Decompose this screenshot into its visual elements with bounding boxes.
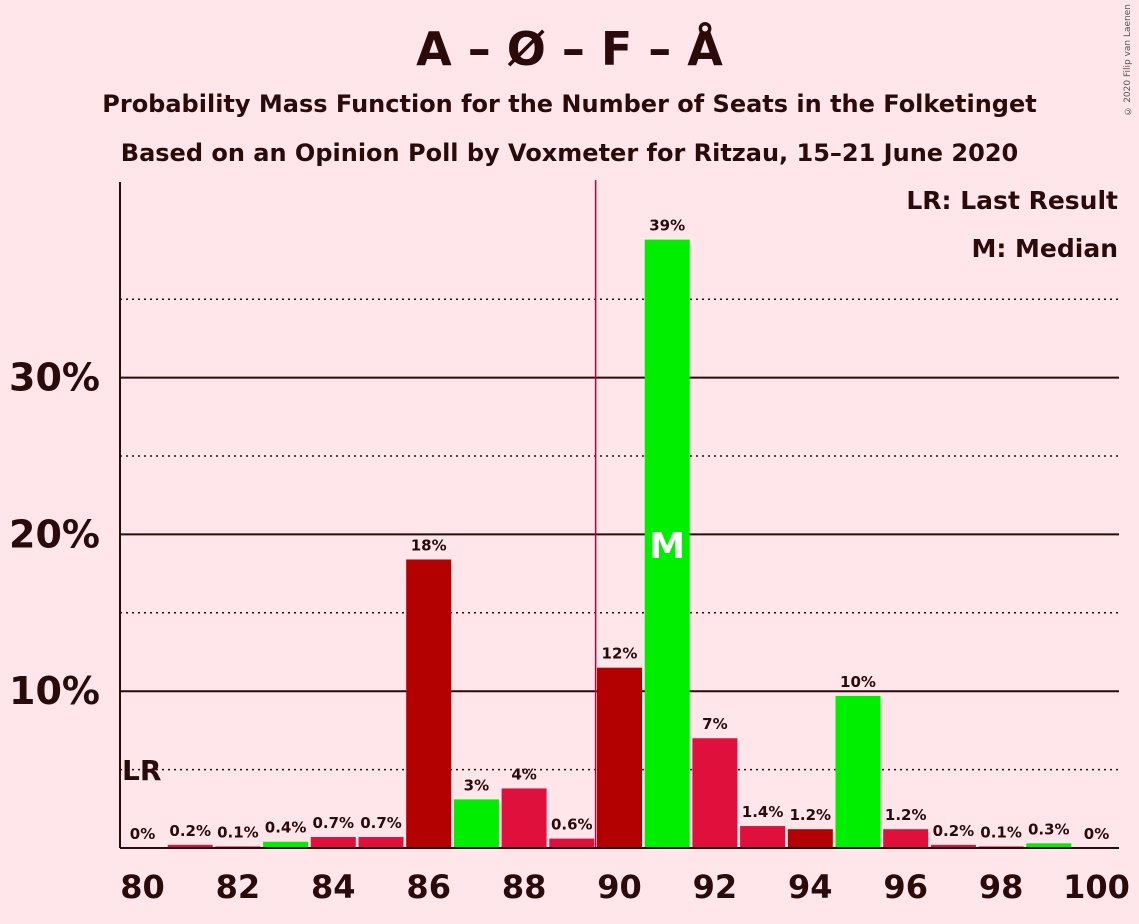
x-tick-82: 82 — [216, 868, 261, 906]
bar-label-seat-87: 3% — [464, 776, 489, 794]
x-tick-100: 100 — [1063, 868, 1130, 906]
x-tick-96: 96 — [883, 868, 928, 906]
bar-seat-93 — [740, 826, 786, 848]
chart-subtitle-2: Based on an Opinion Poll by Voxmeter for… — [120, 139, 1019, 167]
bar-label-seat-80: 0% — [130, 825, 155, 843]
legend-median: M: Median — [971, 234, 1118, 263]
bar-label-seat-86: 18% — [411, 536, 447, 554]
bars — [167, 239, 1072, 849]
legend-last-result: LR: Last Result — [906, 186, 1118, 215]
bar-label-seat-82: 0.1% — [217, 823, 259, 841]
x-tick-94: 94 — [788, 868, 833, 906]
x-tick-98: 98 — [979, 868, 1024, 906]
x-tick-86: 86 — [406, 868, 451, 906]
x-tick-labels: 80 82 84 86 88 90 92 94 96 98 100 — [120, 868, 1130, 906]
bar-label-seat-96: 1.2% — [885, 806, 927, 824]
bar-seat-90 — [597, 667, 642, 848]
bar-seat-85 — [358, 837, 404, 848]
bar-seat-97 — [930, 844, 976, 848]
bar-seat-81 — [167, 844, 213, 848]
x-tick-90: 90 — [597, 868, 642, 906]
y-tick-10: 10% — [9, 669, 100, 713]
x-tick-84: 84 — [311, 868, 356, 906]
x-tick-88: 88 — [502, 868, 547, 906]
bar-label-seat-99: 0.3% — [1028, 820, 1070, 838]
bar-seat-95 — [835, 695, 881, 848]
bar-label-seat-90: 12% — [602, 645, 638, 663]
x-tick-80: 80 — [120, 868, 165, 906]
bar-label-seat-95: 10% — [840, 673, 876, 691]
bar-seat-99 — [1026, 843, 1072, 848]
y-tick-20: 20% — [9, 512, 100, 556]
bar-label-seat-93: 1.4% — [742, 803, 784, 821]
bar-seat-86 — [406, 559, 452, 848]
bar-label-seat-92: 7% — [702, 715, 727, 733]
bar-seat-83 — [263, 841, 309, 848]
bar-seat-89 — [549, 838, 595, 848]
bar-label-seat-84: 0.7% — [312, 814, 354, 832]
median-marker: M — [649, 526, 685, 567]
bar-label-seat-94: 1.2% — [789, 806, 831, 824]
axes — [119, 182, 1119, 849]
bar-label-seat-98: 0.1% — [980, 823, 1022, 841]
bar-seat-88 — [501, 788, 547, 848]
bar-seat-91 — [644, 239, 690, 849]
bar-seat-87 — [453, 799, 499, 848]
bar-label-seat-88: 4% — [511, 765, 536, 783]
y-tick-30: 30% — [9, 356, 100, 400]
bar-seat-92 — [692, 738, 738, 848]
chart-subtitle-1: Probability Mass Function for the Number… — [102, 90, 1037, 118]
bar-seat-94 — [787, 829, 833, 848]
bar-label-seat-89: 0.6% — [551, 816, 593, 834]
bar-label-seat-83: 0.4% — [265, 819, 307, 837]
bar-labels: 0% 0.2% 0.1% 0.4% 0.7% 0.7% 18% 3% 4% 0.6% 12% 39% M… — [122, 217, 1109, 843]
bar-seat-84 — [310, 837, 356, 848]
bar-label-seat-81: 0.2% — [169, 822, 211, 840]
last-result-marker: LR — [122, 754, 161, 787]
chart-title: A – Ø – F – Å — [416, 22, 723, 76]
bar-label-seat-97: 0.2% — [933, 822, 975, 840]
bar-label-seat-100: 0% — [1084, 825, 1109, 843]
y-tick-labels: 10% 20% 30% — [9, 356, 100, 714]
x-tick-92: 92 — [693, 868, 738, 906]
bar-seat-96 — [883, 829, 929, 848]
bar-label-seat-91: 39% — [649, 217, 685, 235]
bar-label-seat-85: 0.7% — [360, 814, 402, 832]
